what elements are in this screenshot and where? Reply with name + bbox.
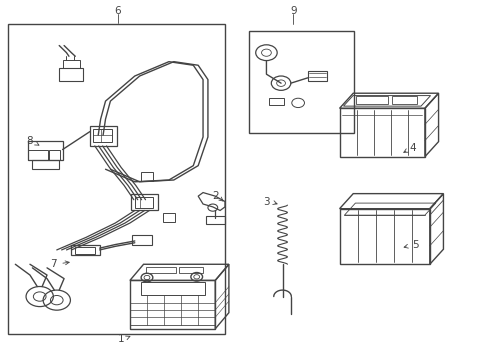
Bar xyxy=(130,324,215,329)
Bar xyxy=(32,160,59,169)
Bar xyxy=(135,197,153,208)
Bar xyxy=(339,209,429,264)
Bar xyxy=(49,149,60,159)
Bar xyxy=(90,126,117,146)
Bar xyxy=(71,245,100,255)
Text: 8: 8 xyxy=(26,136,33,146)
Bar xyxy=(59,68,82,81)
Bar xyxy=(146,267,176,273)
Bar xyxy=(163,213,174,222)
Text: 6: 6 xyxy=(114,6,121,17)
Bar xyxy=(140,282,204,295)
Bar xyxy=(93,129,112,142)
Bar xyxy=(27,140,62,160)
Text: 2: 2 xyxy=(211,191,218,201)
Bar xyxy=(391,96,416,104)
Bar xyxy=(131,194,158,211)
Text: 5: 5 xyxy=(411,239,418,249)
Bar xyxy=(249,31,353,134)
Text: 4: 4 xyxy=(408,143,415,153)
Bar xyxy=(130,280,215,329)
Bar xyxy=(206,216,224,224)
Bar xyxy=(179,267,203,273)
Bar xyxy=(62,60,80,68)
Text: 1: 1 xyxy=(118,334,124,344)
Bar xyxy=(268,98,283,105)
Text: 7: 7 xyxy=(50,259,57,269)
Bar xyxy=(339,108,424,157)
Bar xyxy=(307,71,327,81)
Text: 3: 3 xyxy=(263,197,269,207)
Bar xyxy=(75,247,95,253)
Bar xyxy=(28,149,48,159)
Bar xyxy=(141,172,153,181)
Bar xyxy=(132,234,152,244)
Bar xyxy=(8,24,224,334)
Text: 9: 9 xyxy=(289,6,296,17)
Bar xyxy=(355,96,387,104)
